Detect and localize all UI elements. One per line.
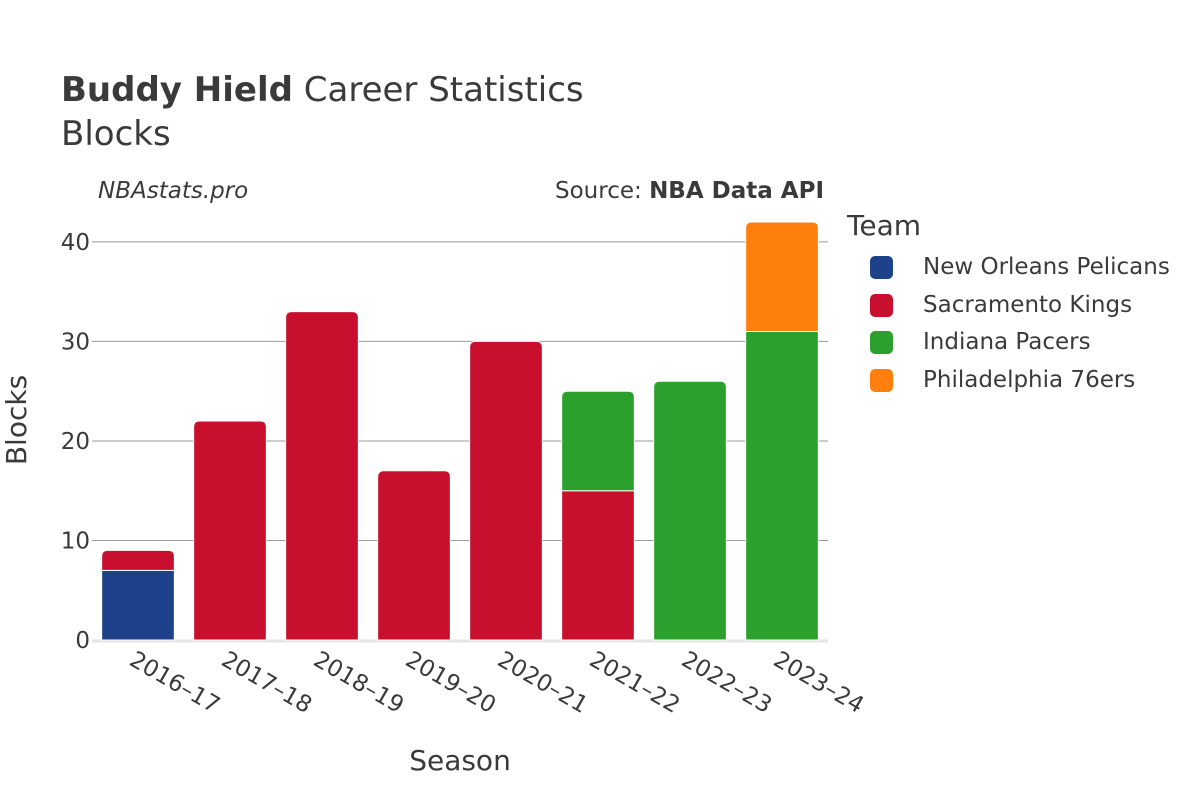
bars	[101, 221, 819, 641]
legend-item-76ers[interactable]: Philadelphia 76ers	[870, 365, 1135, 395]
bar-segment[interactable]	[561, 390, 635, 492]
bar-segment[interactable]	[469, 340, 543, 641]
x-tick-label: 2023–24	[769, 647, 868, 719]
bar-segment[interactable]	[285, 311, 359, 641]
bar-segment[interactable]	[377, 470, 451, 641]
y-tick-labels: 0 10 20 30 40	[61, 230, 90, 654]
legend-item-pacers[interactable]: Indiana Pacers	[870, 327, 1091, 357]
title-suffix: Career Statistics	[292, 70, 584, 110]
x-tick-label: 2020–21	[493, 647, 592, 719]
y-tick-label: 20	[61, 429, 90, 455]
y-tick-label: 40	[61, 230, 90, 256]
y-tick-label: 10	[61, 528, 90, 554]
legend-swatch	[870, 255, 893, 279]
bar-segment[interactable]	[101, 549, 175, 571]
legend-swatch	[870, 293, 893, 317]
legend-label: Philadelphia 76ers	[923, 367, 1136, 393]
y-tick-label: 0	[75, 628, 90, 654]
legend-swatch	[870, 368, 893, 392]
bar-segment[interactable]	[193, 420, 267, 641]
legend-label: New Orleans Pelicans	[923, 254, 1170, 280]
x-tick-label: 2016–17	[125, 647, 224, 719]
player-name: Buddy Hield	[61, 70, 293, 110]
y-tick-label: 30	[61, 329, 90, 355]
site-credit: NBAstats.pro	[98, 178, 249, 204]
bar-segment[interactable]	[653, 380, 727, 641]
x-tick-label: 2018–19	[309, 647, 408, 719]
legend-swatch	[870, 330, 893, 354]
chart-title: Buddy Hield Career Statistics	[61, 68, 584, 112]
x-tick-label: 2021–22	[585, 647, 684, 719]
bar-segment[interactable]	[745, 330, 819, 641]
x-tick-label: 2019–20	[401, 647, 500, 719]
legend-label: Sacramento Kings	[923, 292, 1133, 318]
legend-label: Indiana Pacers	[923, 329, 1091, 355]
legend-title: Team	[847, 209, 922, 242]
bar-segment[interactable]	[561, 490, 635, 641]
data-source: Source: NBA Data API	[555, 178, 824, 204]
x-tick-label: 2017–18	[217, 647, 316, 719]
legend-item-kings[interactable]: Sacramento Kings	[870, 290, 1132, 320]
x-tick-label: 2022–23	[677, 647, 776, 719]
x-axis-title: Season	[409, 744, 511, 777]
bar-segment[interactable]	[745, 221, 819, 332]
source-name: NBA Data API	[649, 178, 824, 204]
x-tick-labels: 2016–172017–182018–192019–202020–212021–…	[125, 647, 868, 719]
chart-subtitle: Blocks	[61, 114, 171, 154]
bar-segment[interactable]	[101, 569, 175, 641]
legend-item-pelicans[interactable]: New Orleans Pelicans	[870, 252, 1170, 282]
source-prefix: Source:	[555, 178, 650, 204]
y-axis-title: Blocks	[0, 375, 33, 465]
